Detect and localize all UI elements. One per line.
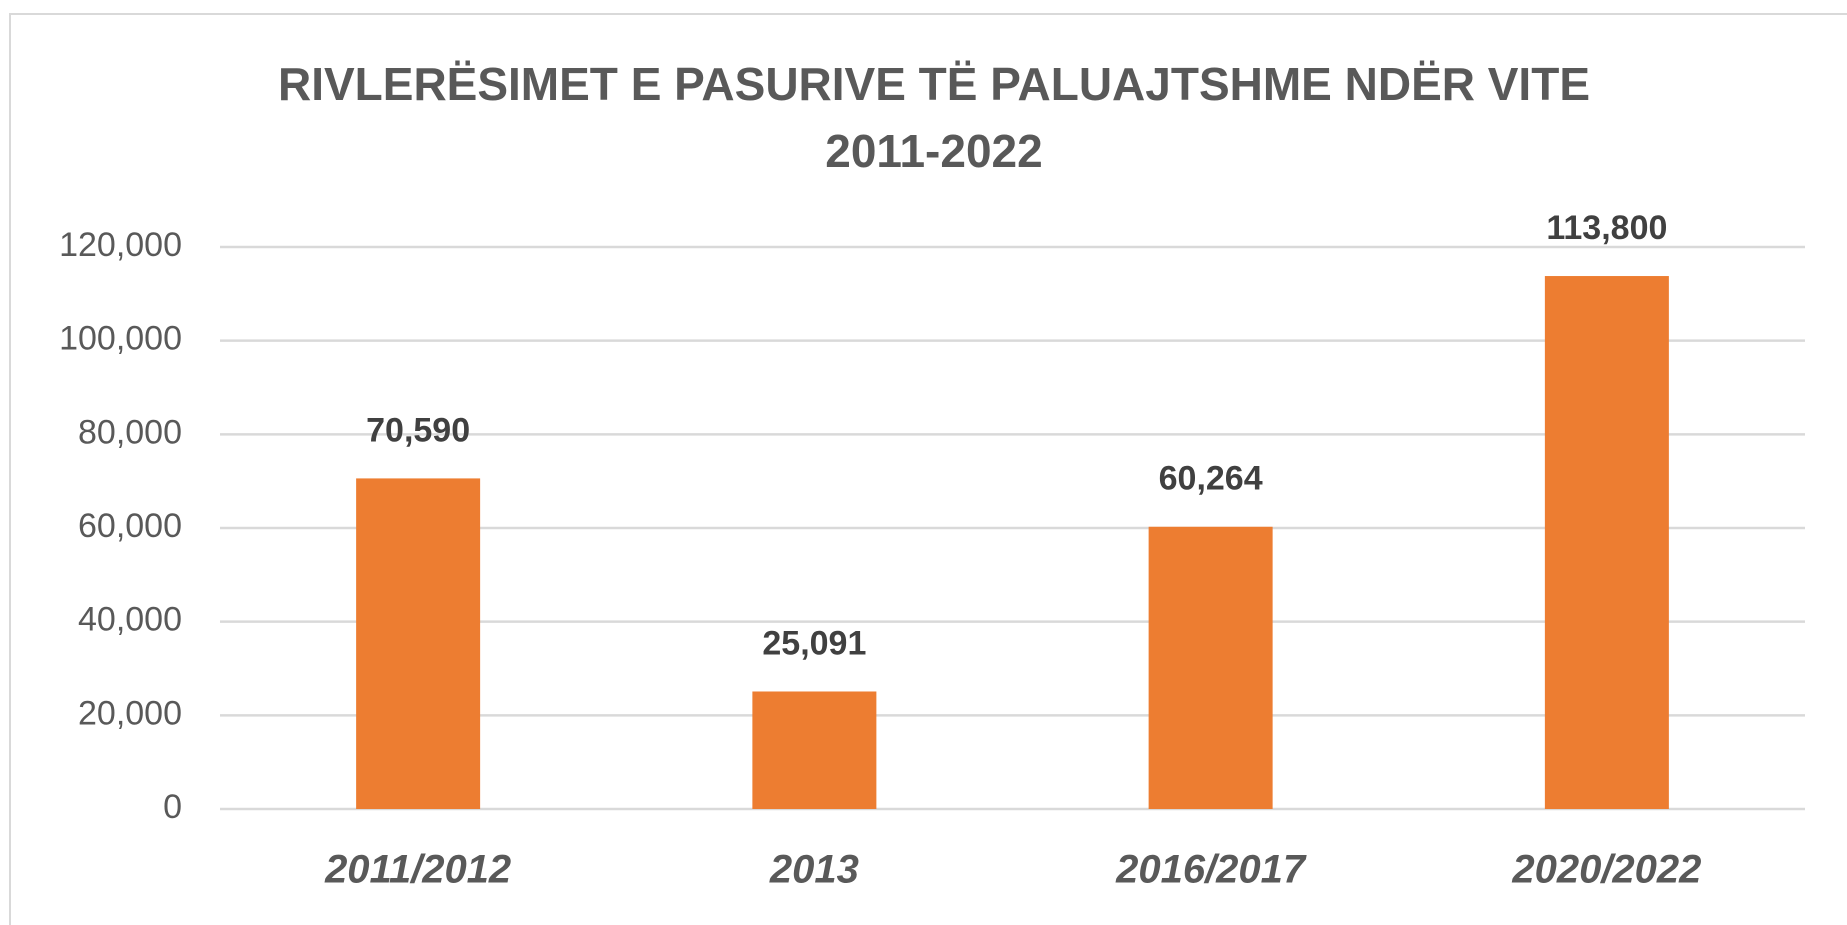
y-tick-label: 120,000 bbox=[59, 226, 182, 264]
chart-title: RIVLERËSIMET E PASURIVE TË PALUAJTSHME N… bbox=[278, 58, 1590, 110]
data-label: 113,800 bbox=[1546, 209, 1667, 247]
y-tick-label: 80,000 bbox=[78, 413, 182, 451]
y-tick-label: 100,000 bbox=[59, 320, 182, 358]
data-label: 70,590 bbox=[366, 411, 470, 449]
bar bbox=[1148, 526, 1273, 809]
y-tick-label: 60,000 bbox=[78, 507, 182, 545]
y-tick-label: 40,000 bbox=[78, 601, 182, 639]
data-label: 25,091 bbox=[762, 624, 866, 662]
y-tick-label: 0 bbox=[163, 788, 182, 826]
data-label: 60,264 bbox=[1159, 460, 1263, 498]
bar bbox=[1544, 276, 1669, 810]
y-tick-label: 20,000 bbox=[78, 694, 182, 732]
x-tick-label: 2011/2012 bbox=[324, 848, 511, 892]
x-tick-label: 2016/2017 bbox=[1115, 848, 1307, 892]
bar bbox=[356, 478, 481, 809]
x-tick-label: 2013 bbox=[769, 848, 859, 892]
x-tick-label: 2020/2022 bbox=[1511, 848, 1701, 892]
chart-subtitle: 2011-2022 bbox=[825, 125, 1042, 177]
chart-frame bbox=[9, 13, 1847, 925]
bar bbox=[752, 691, 877, 809]
